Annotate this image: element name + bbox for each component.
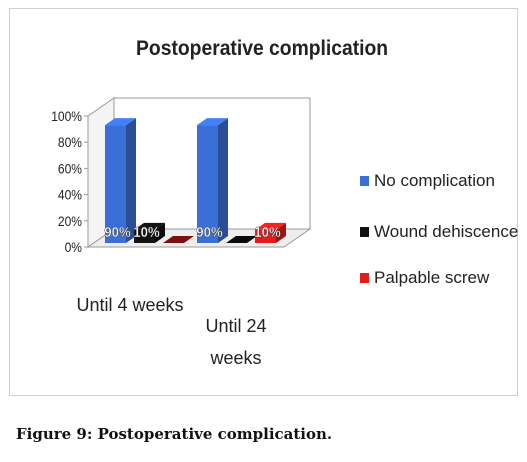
bar-front (255, 229, 276, 243)
legend-swatch (360, 176, 369, 186)
bar-top (255, 222, 286, 230)
bar-top (105, 118, 136, 126)
bar-side (218, 118, 228, 243)
bar-chart: Postoperative complication 0% 20% 40% 60% 80%… (51, 37, 518, 368)
bar-zero (226, 236, 257, 243)
bar-front (105, 125, 126, 243)
bar-top (197, 118, 228, 126)
bar-front (197, 125, 218, 243)
x-category-label: Until 24 (205, 316, 266, 336)
data-label: 10% (254, 223, 281, 240)
legend-swatch (360, 227, 369, 237)
figure-caption: Figure 9: Postoperative complication. (16, 425, 333, 443)
y-tick-label: 60% (58, 161, 82, 177)
legend-swatch (360, 273, 369, 283)
y-tick-label: 100% (51, 108, 82, 124)
x-category-label: weeks (209, 348, 261, 368)
bar-side (276, 222, 286, 243)
bar-front (134, 229, 155, 243)
bar-side (126, 118, 136, 243)
y-tick-label: 80% (58, 134, 82, 150)
chart-frame: Postoperative complication 0% 20% 40% 60% 80%… (9, 8, 518, 396)
y-tick-label: 40% (58, 187, 82, 203)
y-tick-label: 20% (58, 213, 82, 229)
bar-side (155, 222, 165, 243)
y-tick-label: 0% (65, 239, 83, 255)
legend-label: No complication (374, 171, 495, 190)
legend-label: Palpable screw (374, 268, 490, 287)
legend-label: Wound dehiscence (374, 222, 518, 241)
chart-title: Postoperative complication (136, 37, 388, 60)
x-category-label: Until 4 weeks (76, 295, 183, 315)
data-label: 90% (196, 223, 223, 240)
bar-zero (163, 236, 194, 243)
bar-top (134, 222, 165, 230)
data-label: 90% (104, 223, 131, 240)
data-label: 10% (133, 223, 160, 240)
